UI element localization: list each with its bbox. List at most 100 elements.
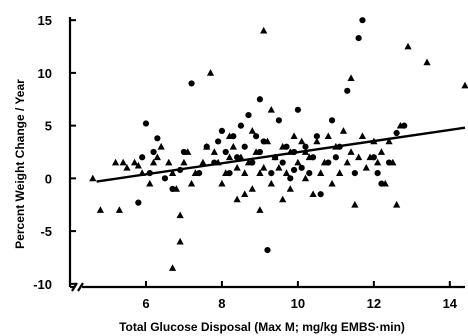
- circle-point: [268, 169, 275, 177]
- triangle-point: [187, 179, 196, 187]
- triangle-point: [377, 148, 386, 155]
- triangle-point: [123, 164, 131, 171]
- triangle-point: [374, 158, 382, 166]
- y-tick-label: 0: [45, 171, 52, 186]
- y-tick-label: -5: [40, 224, 52, 239]
- circle-point: [385, 159, 393, 166]
- data-points: [89, 17, 468, 271]
- circle-point: [325, 159, 332, 166]
- circle-point: [332, 154, 339, 161]
- triangle-point: [393, 200, 401, 208]
- circle-point: [142, 120, 150, 127]
- x-ticks: 6 8 10 12 14: [142, 281, 458, 311]
- triangle-point: [294, 158, 302, 166]
- circle-point: [150, 148, 157, 156]
- circle-point: [256, 148, 264, 156]
- circle-point: [218, 127, 226, 135]
- circle-point: [234, 154, 241, 161]
- triangle-point: [248, 185, 256, 192]
- triangle-point: [241, 190, 249, 198]
- triangle-point: [218, 179, 226, 187]
- circle-point: [317, 191, 324, 198]
- circle-point: [264, 246, 271, 254]
- circle-point: [222, 148, 229, 156]
- triangle-point: [301, 174, 310, 182]
- triangle-point: [343, 158, 351, 166]
- circle-point: [359, 17, 366, 24]
- triangle-point: [229, 142, 237, 150]
- triangle-point: [385, 137, 393, 145]
- triangle-point: [317, 169, 325, 176]
- triangle-point: [279, 195, 287, 203]
- triangle-point: [313, 137, 321, 145]
- axis-break-mark: [71, 282, 84, 292]
- x-tick-label: 6: [142, 296, 149, 311]
- triangle-point: [199, 158, 207, 166]
- x-axis-label: Total Glucose Disposal (Max M; mg/kg EMB…: [119, 320, 405, 334]
- circle-point: [290, 166, 298, 174]
- circle-point: [256, 96, 264, 103]
- circle-point: [275, 117, 282, 124]
- triangle-point: [282, 169, 291, 176]
- triangle-point: [130, 158, 139, 166]
- circle-point: [374, 169, 381, 177]
- circle-point: [355, 34, 362, 42]
- triangle-point: [210, 148, 218, 155]
- triangle-point: [347, 74, 355, 82]
- triangle-point: [256, 169, 264, 176]
- circle-point: [294, 106, 301, 113]
- triangle-point: [275, 164, 283, 171]
- triangle-point: [89, 174, 97, 182]
- circle-point: [226, 169, 233, 177]
- circle-point: [313, 133, 320, 140]
- triangle-point: [119, 158, 127, 166]
- triangle-point: [298, 137, 306, 145]
- triangle-point: [351, 200, 359, 208]
- regression-line: [96, 126, 466, 183]
- circle-point: [370, 154, 377, 161]
- triangle-point: [96, 206, 104, 213]
- triangle-point: [149, 158, 158, 166]
- triangle-point: [267, 179, 275, 187]
- circle-point: [298, 164, 305, 171]
- triangle-point: [347, 148, 355, 155]
- triangle-point: [362, 164, 370, 171]
- triangle-point: [339, 127, 348, 134]
- triangle-point: [153, 153, 161, 161]
- triangle-point: [256, 206, 264, 213]
- triangle-point: [233, 195, 241, 203]
- circle-point: [306, 169, 313, 177]
- x-tick-label: 10: [291, 296, 305, 311]
- x-tick-label: 14: [443, 296, 458, 311]
- triangle-point: [168, 264, 177, 271]
- triangle-point: [260, 26, 268, 34]
- circle-point: [401, 122, 408, 129]
- triangle-point: [290, 132, 298, 140]
- y-tick-label: 5: [45, 119, 52, 134]
- circle-point: [241, 143, 248, 150]
- circle-point: [215, 138, 222, 145]
- circle-point: [302, 143, 309, 150]
- triangle-point: [176, 237, 184, 245]
- triangle-point: [233, 164, 241, 171]
- triangle-point: [168, 169, 177, 176]
- triangle-point: [176, 211, 184, 219]
- triangle-point: [328, 179, 336, 187]
- circle-point: [249, 159, 256, 166]
- y-ticks: 15 10 5 0 -5 -10: [33, 13, 76, 292]
- triangle-point: [260, 164, 268, 171]
- circle-point: [169, 185, 176, 193]
- circle-point: [287, 175, 294, 182]
- triangle-point: [461, 81, 468, 89]
- triangle-point: [324, 132, 332, 140]
- circle-point: [237, 122, 245, 129]
- triangle-point: [286, 185, 294, 192]
- triangle-point: [111, 158, 120, 166]
- triangle-point: [225, 153, 234, 161]
- y-tick-label: 15: [38, 13, 52, 28]
- circle-point: [135, 199, 142, 206]
- triangle-point: [115, 206, 123, 213]
- circle-point: [351, 169, 358, 177]
- triangle-point: [241, 169, 249, 176]
